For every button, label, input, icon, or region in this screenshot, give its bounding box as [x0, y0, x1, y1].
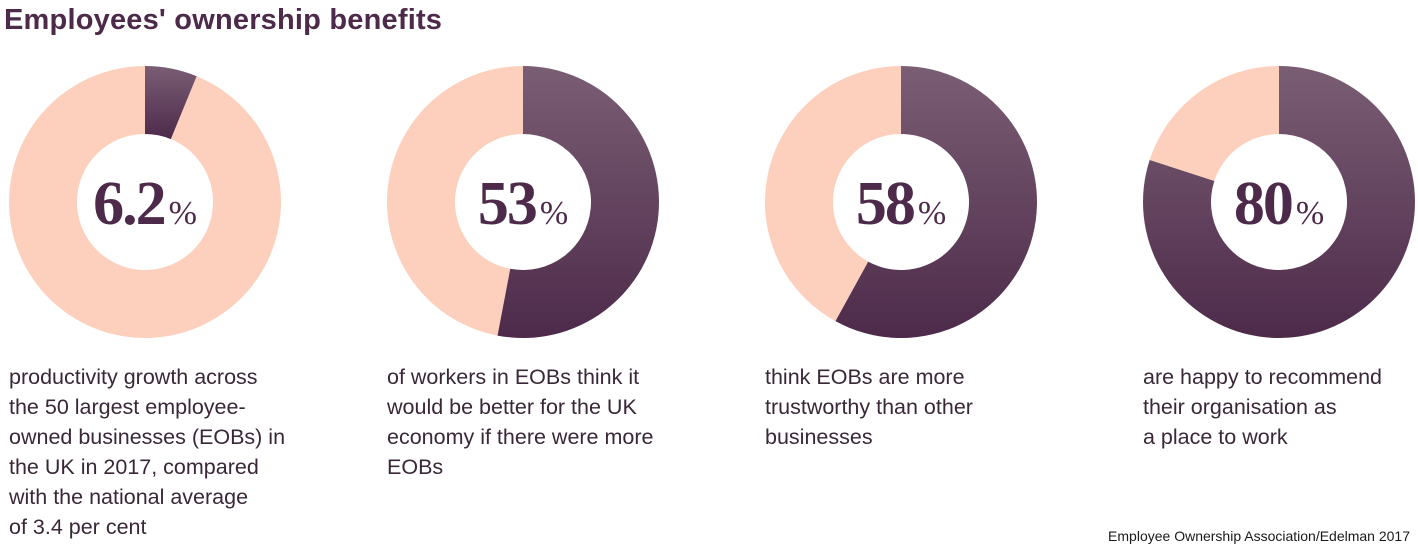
- donut-percent-label: 58%: [856, 170, 946, 238]
- donut-chart-2: 53%: [387, 66, 659, 338]
- donut-description-3: think EOBs are more trustworthy than oth…: [765, 365, 973, 449]
- donut-percent-unit: %: [540, 195, 568, 232]
- donut-remainder-slice: [9, 66, 281, 338]
- donut-percent-unit: %: [169, 195, 197, 232]
- source-credit: Employee Ownership Association/Edelman 2…: [1108, 528, 1410, 544]
- donut-description-4: are happy to recommend their organisatio…: [1143, 365, 1383, 449]
- donut-percent-value: 80: [1234, 170, 1292, 238]
- donut-chart-1: 6.2%: [9, 66, 281, 338]
- donut-percent-unit: %: [1296, 195, 1324, 232]
- donut-description-1: productivity growth across the 50 larges…: [9, 365, 286, 539]
- donut-panel-1: 6.2% productivity growth across the 50 l…: [9, 66, 369, 546]
- donut-percent-unit: %: [918, 195, 946, 232]
- donut-percent-label: 53%: [478, 170, 568, 238]
- donut-percent-value: 6.2: [93, 170, 165, 238]
- donut-percent-value: 53: [478, 170, 536, 238]
- donut-value-slice: [497, 66, 659, 338]
- donut-remainder-slice: [1149, 66, 1279, 181]
- donut-remainder-slice: [387, 66, 523, 336]
- donut-value-slice: [1143, 66, 1415, 338]
- donut-value-slice: [835, 66, 1037, 338]
- donut-percent-label: 6.2%: [93, 170, 197, 238]
- donut-percent-label: 80%: [1234, 170, 1324, 238]
- donut-description-2: of workers in EOBs think it would be bet…: [387, 365, 654, 479]
- donut-remainder-slice: [765, 66, 901, 322]
- donut-panel-4: 80% are happy to recommend their organis…: [1143, 66, 1418, 546]
- donut-panel-2: 53% of workers in EOBs think it would be…: [387, 66, 747, 546]
- donut-percent-value: 58: [856, 170, 914, 238]
- donut-chart-3: 58%: [765, 66, 1037, 338]
- chart-title: Employees' ownership benefits: [4, 4, 443, 36]
- donut-value-slice: [145, 66, 197, 140]
- donut-panel-3: 58% think EOBs are more trustworthy than…: [765, 66, 1125, 546]
- donut-chart-4: 80%: [1143, 66, 1415, 338]
